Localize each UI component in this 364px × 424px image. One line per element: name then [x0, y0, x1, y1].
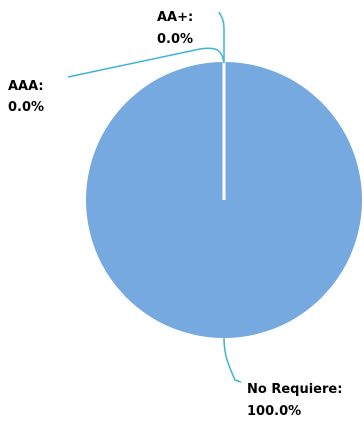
data-label-aa-plus-name: AA+: — [157, 10, 193, 25]
data-label-aaa-value: 0.0% — [8, 100, 44, 115]
leader-line-no-requiere — [223, 337, 242, 383]
leader-line-aa-plus — [218, 11, 225, 62]
data-label-aa-plus-value: 0.0% — [157, 32, 193, 47]
leader-line-aaa — [67, 47, 225, 78]
data-label-aaa-name: AAA: — [8, 79, 44, 94]
data-label-no-requiere-value: 100.0% — [247, 404, 301, 419]
data-label-no-requiere-name: No Requiere: — [247, 382, 342, 397]
